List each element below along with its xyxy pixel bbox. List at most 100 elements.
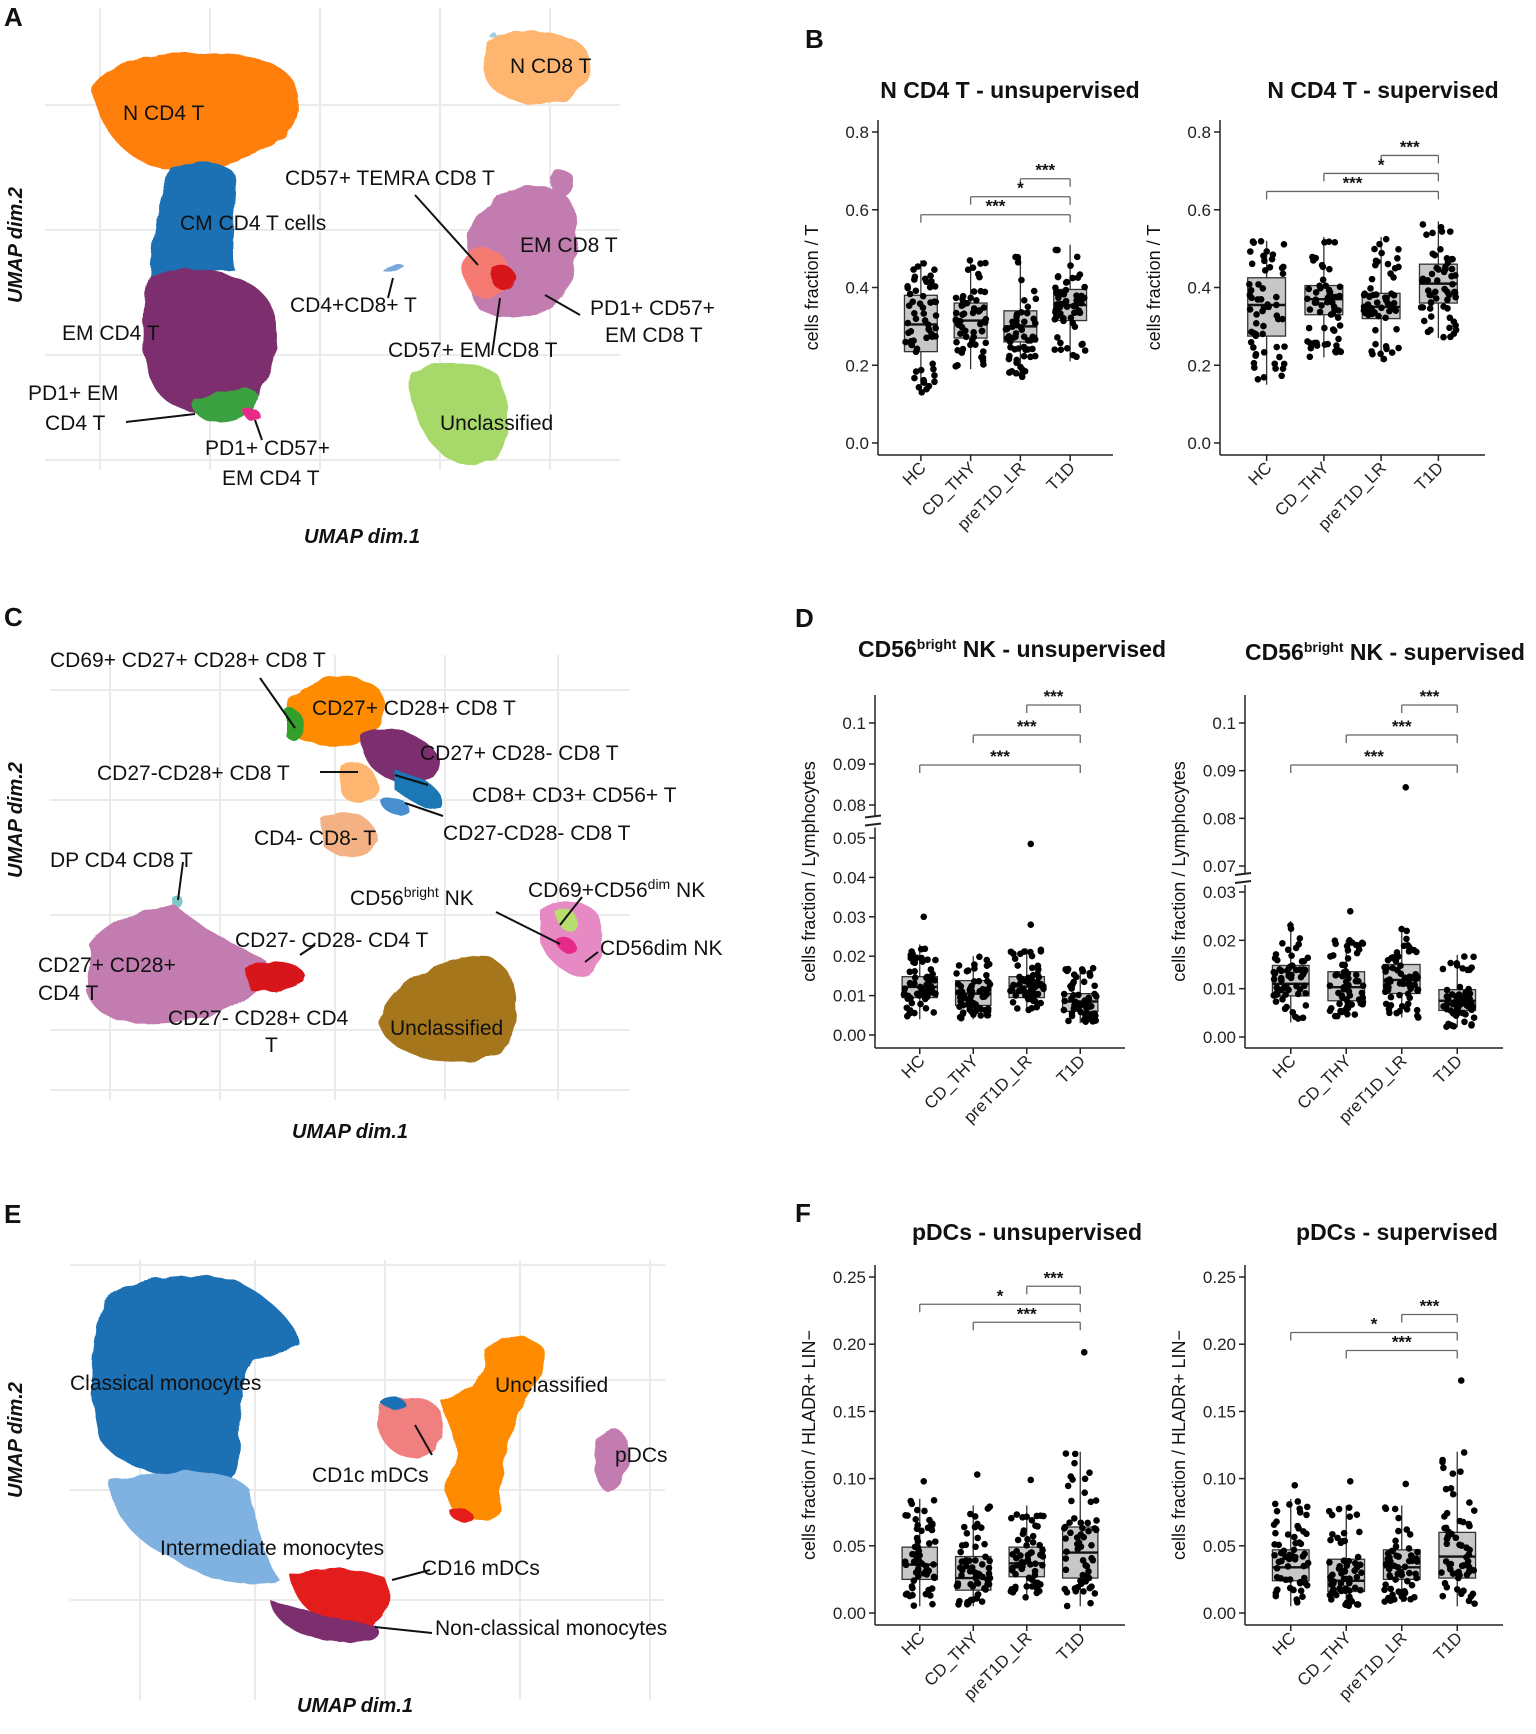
data-point <box>986 1557 993 1565</box>
data-point <box>1063 303 1071 310</box>
data-point <box>1385 984 1392 991</box>
label-n-cd8-t: N CD8 T <box>510 55 591 78</box>
data-point <box>932 324 939 332</box>
data-point <box>930 1573 938 1581</box>
data-point <box>957 982 965 990</box>
data-point <box>1053 308 1061 315</box>
data-point <box>1273 301 1280 309</box>
label-c-cd8-cd3-cd56-t: CD8+ CD3+ CD56+ T <box>472 784 677 807</box>
label-e-pdcs: pDCs <box>615 1444 668 1467</box>
y-tick-label: 0.02 <box>1203 931 1236 950</box>
data-point <box>967 341 974 349</box>
data-point <box>1450 330 1458 338</box>
data-point <box>1027 986 1035 994</box>
data-point <box>1337 1580 1345 1587</box>
data-point <box>927 299 934 306</box>
data-point <box>921 275 929 283</box>
data-point <box>1337 348 1345 356</box>
data-point <box>1261 257 1268 265</box>
x-tick-label: T1D <box>1411 458 1447 494</box>
axis-break-mark <box>864 814 882 819</box>
data-point <box>1454 1004 1462 1011</box>
data-point <box>982 259 989 267</box>
data-point <box>1318 261 1326 269</box>
data-point <box>977 1012 985 1019</box>
data-point <box>957 1548 964 1556</box>
data-point <box>1024 1535 1031 1543</box>
data-point <box>1280 360 1288 368</box>
data-point <box>1459 965 1466 972</box>
data-point <box>1066 1519 1073 1527</box>
data-point <box>1282 1553 1289 1561</box>
data-point <box>1439 1456 1446 1464</box>
data-point <box>930 365 937 373</box>
data-point <box>1397 1590 1405 1598</box>
data-point <box>1021 367 1029 375</box>
umap-c-labels: CD69+ CD27+ CD28+ CD8 T CD27+ CD28+ CD8 … <box>38 649 723 1057</box>
umap-e-leaders <box>374 1424 433 1634</box>
data-point <box>930 1561 937 1568</box>
data-point <box>1071 1459 1078 1467</box>
data-point <box>972 1574 979 1582</box>
data-point <box>1287 922 1294 929</box>
data-point <box>1014 259 1022 266</box>
data-point <box>1037 948 1045 955</box>
data-point <box>1074 1000 1082 1007</box>
label-e-unclassified: Unclassified <box>495 1374 608 1397</box>
data-point <box>1273 1507 1281 1515</box>
label-e-non-classical-monocytes: Non-classical monocytes <box>435 1617 667 1640</box>
data-point <box>1404 1577 1411 1585</box>
data-point <box>1348 1598 1356 1605</box>
data-point <box>1040 982 1047 990</box>
data-point <box>1079 1557 1087 1564</box>
axis-break-mark <box>1234 872 1252 876</box>
data-point <box>1036 1541 1044 1549</box>
data-point <box>963 967 971 975</box>
data-point <box>1071 1450 1079 1458</box>
y-tick-label: 0.00 <box>1203 1604 1236 1623</box>
data-point <box>1034 1523 1041 1530</box>
data-point <box>1062 966 1069 973</box>
data-point <box>1439 965 1447 973</box>
data-point <box>1387 1585 1395 1593</box>
data-point <box>1286 1576 1294 1583</box>
data-point <box>1344 970 1352 977</box>
data-point <box>1071 1515 1078 1522</box>
data-point <box>1087 1002 1095 1010</box>
data-point <box>984 1007 992 1015</box>
data-point <box>1081 347 1089 354</box>
data-point <box>1013 1562 1021 1569</box>
umap-c-ylabel: UMAP dim.2 <box>5 762 27 878</box>
data-point <box>1401 1563 1409 1571</box>
data-point <box>1250 344 1257 351</box>
data-point <box>1014 962 1021 969</box>
data-point <box>1273 312 1281 319</box>
data-point <box>1406 1531 1414 1538</box>
data-point <box>1458 1562 1466 1570</box>
data-point <box>926 283 934 291</box>
data-point <box>1413 1006 1421 1014</box>
data-point <box>1272 365 1279 372</box>
data-point <box>1024 995 1032 1003</box>
data-point <box>905 302 913 310</box>
data-point <box>1266 263 1274 271</box>
data-point <box>1418 277 1426 285</box>
label-pd1-cd57-em-cd4-t-line2: EM CD4 T <box>222 467 320 490</box>
data-point <box>1080 978 1088 986</box>
data-point <box>1470 953 1477 961</box>
data-point <box>1398 1002 1406 1010</box>
data-point <box>954 362 961 369</box>
data-point <box>1471 1600 1478 1607</box>
data-point <box>928 278 935 285</box>
label-c-cd27neg-cd28-cd4-line1: CD27- CD28+ CD4 <box>168 1007 349 1030</box>
data-point <box>1406 994 1414 1002</box>
cluster-c-cd69-cd27-cd28-cd8-t <box>285 708 305 740</box>
data-point <box>1449 1470 1457 1477</box>
label-n-cd4-t: N CD4 T <box>123 102 204 125</box>
data-point <box>1305 324 1313 332</box>
data-point <box>1088 1541 1095 1549</box>
data-point <box>1012 992 1020 999</box>
y-tick-label: 0.8 <box>1187 123 1211 142</box>
data-point <box>1455 1568 1462 1576</box>
data-point <box>1300 1562 1308 1570</box>
